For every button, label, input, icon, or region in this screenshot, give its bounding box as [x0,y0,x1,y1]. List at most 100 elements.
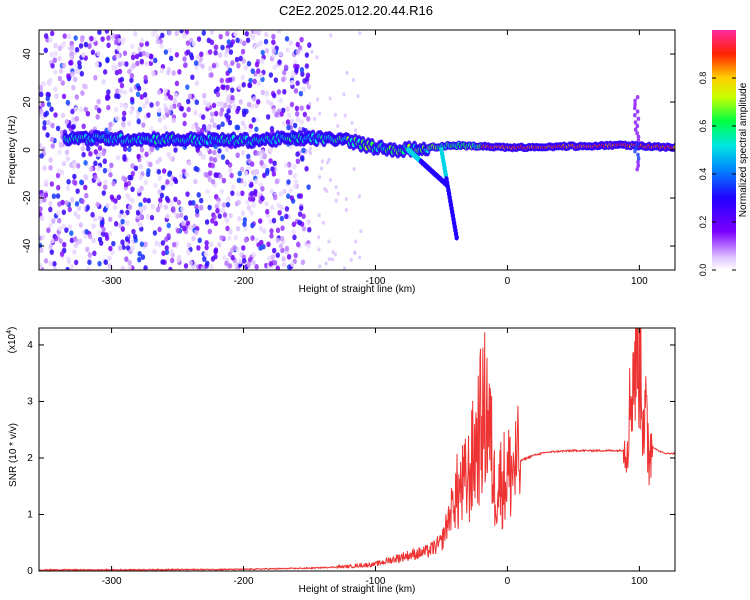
spectrogram-noise-cell [159,67,165,74]
spectrogram-noise-cell [70,108,75,115]
spectrogram-noise-cell [104,30,110,34]
spectrogram-spike-cell [635,167,640,172]
spectrogram-noise-cell [100,36,105,42]
spectrogram-noise-cell [213,247,219,253]
spectrogram-noise-cell [251,202,256,208]
spectrogram-noise-cell [207,176,213,183]
spectrogram-noise-cell [124,61,129,67]
spectrogram-noise-cell [227,263,233,269]
spectrogram-noise-cell [160,184,166,191]
spectrogram-noise-cell [48,200,53,207]
spectrogram-noise-cell [120,121,126,127]
spectrogram-noise-cell [171,117,176,124]
spectrogram-noise-cell [238,55,243,62]
spectrogram-noise-cell [247,82,253,89]
spectrogram-noise-cell [130,245,135,252]
spectrogram-noise-cell [238,99,243,105]
spectrogram-noise-cell [215,208,220,214]
spectrogram-noise-cell [230,60,235,66]
spectrogram-noise-cell [240,149,246,156]
spectrogram-noise-cell [299,67,305,73]
spectrogram-noise-cell [43,192,49,198]
spectrogram-noise-cell [208,170,213,176]
spectrogram-noise-cell [72,173,77,180]
spectrogram-noise-cell [149,126,154,132]
spectrogram-noise-cell [305,116,311,122]
spectrogram-noise-cell [207,228,212,235]
spectrogram-noise-cell [83,106,88,113]
spectrogram-noise-cell [189,54,195,61]
spectrogram-y-tick-label: -20 [22,190,33,205]
snr-y-multiplier: (x104) [6,327,18,354]
spectrogram-noise-cell [305,72,311,79]
spectrogram-noise-cell [234,124,239,131]
spectrogram-noise-cell [61,223,67,230]
spectrogram-noise-cell [236,105,241,112]
spectrogram-noise-cell [209,263,214,270]
spectrogram-noise-cell [268,147,274,153]
spectrogram-noise-cell [195,54,200,61]
spectrogram-noise-cell [254,263,259,270]
spectrogram-noise-cell [275,227,281,234]
spectrogram-noise-cell [243,65,248,71]
spectrogram-noise-cell [293,179,299,185]
spectrogram-branch-cell [454,234,459,241]
spectrogram-spike-cell [636,156,641,161]
spectrogram-noise-cell [80,145,86,152]
spectrogram-noise-cell [268,72,274,78]
spectrogram-noise-cell [163,204,169,211]
spectrogram-noise-cell [204,219,210,225]
spectrogram-noise-cell [48,157,53,163]
spectrogram-noise-cell [344,196,348,201]
spectrogram-noise-cell [191,40,196,47]
spectrogram-noise-cell [106,89,111,95]
spectrogram-noise-cell [292,163,297,170]
spectrogram-noise-cell [197,237,202,244]
spectrogram-noise-cell [142,92,148,98]
spectrogram-noise-cell [227,251,233,258]
spectrogram-noise-cell [269,125,275,132]
colorbar: 0.0 0.2 0.4 0.6 0.8 Normalized spectral ampl… [698,30,749,276]
spectrogram-noise-cell [237,84,242,90]
spectrogram-noise-cell [210,178,216,185]
spectrogram-noise-cell [41,146,46,153]
spectrogram-noise-cell [73,210,78,217]
spectrogram-noise-cell [279,215,285,222]
spectrogram-noise-cell [329,33,333,38]
spectrogram-noise-cell [167,171,172,178]
spectrogram-noise-cell [262,228,267,234]
spectrogram-noise-cell [227,119,233,126]
spectrogram-noise-cell [333,252,337,257]
spectrogram-noise-cell [182,32,187,39]
spectrogram-noise-cell [240,120,246,127]
spectrogram-noise-cell [228,212,233,219]
spectrogram-noise-cell [191,123,196,130]
spectrogram-noise-cell [95,201,100,208]
spectrogram-noise-cell [145,52,150,58]
spectrogram-noise-cell [128,109,134,115]
spectrogram-noise-cell [306,83,312,90]
spectrogram-noise-cell [56,184,61,191]
spectrogram-noise-cell [359,229,363,234]
spectrogram-noise-cell [194,99,200,106]
spectrogram-noise-cell [167,47,173,53]
spectrogram-noise-cell [130,163,135,169]
spectrogram-noise-cell [39,215,45,221]
spectrogram-noise-cell [323,186,327,191]
spectrogram-noise-cell [247,128,253,134]
spectrogram-noise-cell [129,73,135,79]
spectrogram-noise-cell [342,92,346,97]
spectrogram-noise-cell [66,33,72,40]
spectrogram-noise-cell [293,252,298,259]
spectrogram-noise-cell [164,249,170,256]
spectrogram-noise-cell [153,182,159,189]
spectrogram-noise-cell [302,111,308,118]
spectrogram-noise-cell [299,36,304,43]
spectrogram-noise-cell [155,38,160,45]
spectrogram-noise-cell [225,77,230,84]
spectrogram-noise-cell [84,192,89,199]
spectrogram-noise-cell [97,236,103,243]
spectrogram-noise-cell [127,265,132,270]
spectrogram-noise-cell [256,80,261,87]
spectrogram-noise-cell [131,62,136,69]
